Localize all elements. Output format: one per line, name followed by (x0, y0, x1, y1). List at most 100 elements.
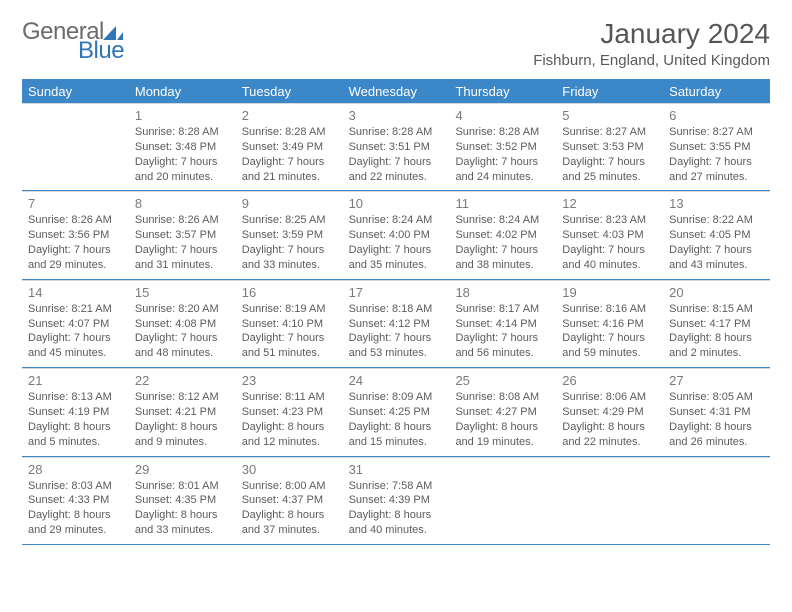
day-info: Sunrise: 8:03 AMSunset: 4:33 PMDaylight:… (28, 479, 123, 538)
day-info: Sunrise: 8:23 AMSunset: 4:03 PMDaylight:… (562, 213, 657, 272)
weeks-container: 1Sunrise: 8:28 AMSunset: 3:48 PMDaylight… (22, 103, 770, 545)
day-info: Sunrise: 8:16 AMSunset: 4:16 PMDaylight:… (562, 302, 657, 361)
day-number: 28 (28, 462, 123, 477)
sunset-text: Sunset: 4:23 PM (242, 405, 337, 420)
day-cell: 21Sunrise: 8:13 AMSunset: 4:19 PMDayligh… (22, 368, 129, 455)
sunset-text: Sunset: 4:16 PM (562, 317, 657, 332)
day-number: 3 (349, 108, 444, 123)
day-info: Sunrise: 8:18 AMSunset: 4:12 PMDaylight:… (349, 302, 444, 361)
sunrise-text: Sunrise: 8:03 AM (28, 479, 123, 494)
day-cell: 4Sunrise: 8:28 AMSunset: 3:52 PMDaylight… (449, 103, 556, 190)
sunset-text: Sunset: 4:39 PM (349, 493, 444, 508)
day-info: Sunrise: 8:24 AMSunset: 4:00 PMDaylight:… (349, 213, 444, 272)
dayhead-thursday: Thursday (449, 79, 556, 103)
day-info: Sunrise: 8:06 AMSunset: 4:29 PMDaylight:… (562, 390, 657, 449)
day-number: 21 (28, 373, 123, 388)
day-cell: 30Sunrise: 8:00 AMSunset: 4:37 PMDayligh… (236, 457, 343, 544)
day-cell (556, 457, 663, 544)
sunset-text: Sunset: 3:59 PM (242, 228, 337, 243)
sunrise-text: Sunrise: 8:24 AM (349, 213, 444, 228)
sunrise-text: Sunrise: 8:28 AM (455, 125, 550, 140)
day-cell: 2Sunrise: 8:28 AMSunset: 3:49 PMDaylight… (236, 103, 343, 190)
sunrise-text: Sunrise: 8:28 AM (242, 125, 337, 140)
daylight-text: Daylight: 8 hours and 26 minutes. (669, 420, 764, 450)
day-cell: 20 Sunrise: 8:15 AMSunset: 4:17 PMDayligh… (663, 280, 770, 367)
day-number: 20 (669, 285, 764, 300)
day-cell: 23Sunrise: 8:11 AMSunset: 4:23 PMDayligh… (236, 368, 343, 455)
day-info: Sunrise: 8:15 AMSunset: 4:17 PMDaylight:… (669, 302, 764, 361)
daylight-text: Daylight: 8 hours and 2 minutes. (669, 331, 764, 361)
day-info: Sunrise: 8:22 AMSunset: 4:05 PMDaylight:… (669, 213, 764, 272)
day-number: 29 (135, 462, 230, 477)
day-cell: 7Sunrise: 8:26 AMSunset: 3:56 PMDaylight… (22, 191, 129, 278)
sunrise-text: Sunrise: 8:28 AM (135, 125, 230, 140)
day-cell (22, 103, 129, 190)
sunset-text: Sunset: 3:51 PM (349, 140, 444, 155)
day-info: Sunrise: 8:25 AMSunset: 3:59 PMDaylight:… (242, 213, 337, 272)
day-info: Sunrise: 8:24 AMSunset: 4:02 PMDaylight:… (455, 213, 550, 272)
daylight-text: Daylight: 8 hours and 12 minutes. (242, 420, 337, 450)
sunrise-text: Sunrise: 8:09 AM (349, 390, 444, 405)
day-cell: 22 Sunrise: 8:12 AMSunset: 4:21 PMDayligh… (129, 368, 236, 455)
daylight-text: Daylight: 8 hours and 29 minutes. (28, 508, 123, 538)
week-row: 1Sunrise: 8:28 AMSunset: 3:48 PMDaylight… (22, 103, 770, 191)
day-cell: 13Sunrise: 8:22 AMSunset: 4:05 PMDayligh… (663, 191, 770, 278)
sunrise-text: Sunrise: 8:25 AM (242, 213, 337, 228)
page: General Blue January 2024 Fishburn, Engl… (0, 0, 792, 563)
logo: General Blue (22, 18, 104, 46)
dayhead-monday: Monday (129, 79, 236, 103)
sunset-text: Sunset: 4:35 PM (135, 493, 230, 508)
daylight-text: Daylight: 7 hours and 45 minutes. (28, 331, 123, 361)
day-cell: 1Sunrise: 8:28 AMSunset: 3:48 PMDaylight… (129, 103, 236, 190)
sunrise-text: Sunrise: 8:01 AM (135, 479, 230, 494)
day-cell: 3Sunrise: 8:28 AMSunset: 3:51 PMDaylight… (343, 103, 450, 190)
day-number: 19 (562, 285, 657, 300)
sunrise-text: Sunrise: 8:28 AM (349, 125, 444, 140)
sunrise-text: Sunrise: 8:12 AM (135, 390, 230, 405)
sunrise-text: Sunrise: 8:08 AM (455, 390, 550, 405)
day-number: 22 (135, 373, 230, 388)
day-info: Sunrise: 8:28 AMSunset: 3:52 PMDaylight:… (455, 125, 550, 184)
week-row: 7Sunrise: 8:26 AMSunset: 3:56 PMDaylight… (22, 191, 770, 279)
day-cell: 18Sunrise: 8:17 AMSunset: 4:14 PMDayligh… (449, 280, 556, 367)
day-number: 30 (242, 462, 337, 477)
daylight-text: Daylight: 8 hours and 19 minutes. (455, 420, 550, 450)
title-block: January 2024 Fishburn, England, United K… (533, 18, 770, 69)
daylight-text: Daylight: 8 hours and 15 minutes. (349, 420, 444, 450)
day-cell: 17Sunrise: 8:18 AMSunset: 4:12 PMDayligh… (343, 280, 450, 367)
sunset-text: Sunset: 4:14 PM (455, 317, 550, 332)
daylight-text: Daylight: 7 hours and 53 minutes. (349, 331, 444, 361)
day-cell: 10Sunrise: 8:24 AMSunset: 4:00 PMDayligh… (343, 191, 450, 278)
week-row: 21Sunrise: 8:13 AMSunset: 4:19 PMDayligh… (22, 368, 770, 456)
sunrise-text: Sunrise: 8:11 AM (242, 390, 337, 405)
sunrise-text: Sunrise: 7:58 AM (349, 479, 444, 494)
day-number: 2 (242, 108, 337, 123)
sunrise-text: Sunrise: 8:19 AM (242, 302, 337, 317)
daylight-text: Daylight: 7 hours and 20 minutes. (135, 155, 230, 185)
daylight-text: Daylight: 8 hours and 9 minutes. (135, 420, 230, 450)
day-cell: 19 Sunrise: 8:16 AMSunset: 4:16 PMDayligh… (556, 280, 663, 367)
day-number: 15 (135, 285, 230, 300)
day-info: Sunrise: 8:27 AMSunset: 3:53 PMDaylight:… (562, 125, 657, 184)
sunset-text: Sunset: 4:33 PM (28, 493, 123, 508)
day-cell: 15Sunrise: 8:20 AMSunset: 4:08 PMDayligh… (129, 280, 236, 367)
sunset-text: Sunset: 3:56 PM (28, 228, 123, 243)
day-info: Sunrise: 8:12 AMSunset: 4:21 PMDaylight:… (135, 390, 230, 449)
sunset-text: Sunset: 3:55 PM (669, 140, 764, 155)
day-cell: 25Sunrise: 8:08 AMSunset: 4:27 PMDayligh… (449, 368, 556, 455)
week-row: 28Sunrise: 8:03 AMSunset: 4:33 PMDayligh… (22, 457, 770, 545)
sunrise-text: Sunrise: 8:27 AM (669, 125, 764, 140)
sunrise-text: Sunrise: 8:13 AM (28, 390, 123, 405)
dayhead-sunday: Sunday (22, 79, 129, 103)
day-number: 27 (669, 373, 764, 388)
sunrise-text: Sunrise: 8:20 AM (135, 302, 230, 317)
sunrise-text: Sunrise: 8:22 AM (669, 213, 764, 228)
daylight-text: Daylight: 7 hours and 31 minutes. (135, 243, 230, 273)
daylight-text: Daylight: 8 hours and 33 minutes. (135, 508, 230, 538)
day-cell: 24Sunrise: 8:09 AMSunset: 4:25 PMDayligh… (343, 368, 450, 455)
day-cell: 9Sunrise: 8:25 AMSunset: 3:59 PMDaylight… (236, 191, 343, 278)
daylight-text: Daylight: 7 hours and 27 minutes. (669, 155, 764, 185)
sunset-text: Sunset: 4:08 PM (135, 317, 230, 332)
day-info: Sunrise: 8:17 AMSunset: 4:14 PMDaylight:… (455, 302, 550, 361)
sunrise-text: Sunrise: 8:05 AM (669, 390, 764, 405)
